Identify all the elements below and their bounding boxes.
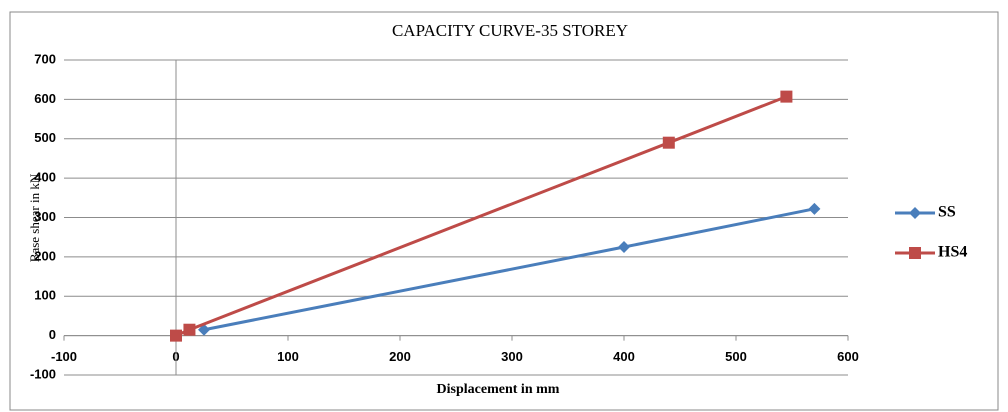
legend-label: HS4: [938, 244, 967, 261]
x-tick-label: 200: [389, 349, 411, 364]
y-axis-label: Base shear in kN: [27, 173, 42, 262]
y-tick-label: 200: [34, 248, 56, 263]
y-tick-label: 100: [34, 288, 56, 303]
x-tick-label: 300: [501, 349, 523, 364]
legend-marker: [909, 207, 921, 219]
chart-frame: [9, 11, 999, 411]
y-tick-label: 600: [34, 91, 56, 106]
chart-title: CAPACITY CURVE-35 STOREY: [392, 21, 628, 40]
x-tick-label: 500: [725, 349, 747, 364]
marker: [808, 202, 821, 215]
legend-label: SS: [938, 204, 956, 221]
x-tick-label: 600: [837, 349, 859, 364]
marker: [170, 329, 182, 342]
y-tick-label: 0: [49, 327, 56, 342]
x-tick-label: -100: [51, 349, 77, 364]
legend-marker: [909, 247, 921, 259]
x-tick-label: 400: [613, 349, 635, 364]
y-tick-label: 300: [34, 209, 56, 224]
marker: [183, 323, 196, 336]
y-tick-label: -100: [30, 366, 56, 381]
y-tick-label: 700: [34, 51, 56, 66]
marker: [662, 136, 675, 149]
x-axis-label: Displacement in mm: [437, 382, 560, 397]
x-tick-label: 100: [277, 349, 299, 364]
marker: [618, 241, 630, 254]
y-tick-label: 400: [34, 170, 56, 185]
series-line: [175, 95, 787, 337]
y-tick-label: 500: [34, 130, 56, 145]
marker: [780, 90, 793, 103]
